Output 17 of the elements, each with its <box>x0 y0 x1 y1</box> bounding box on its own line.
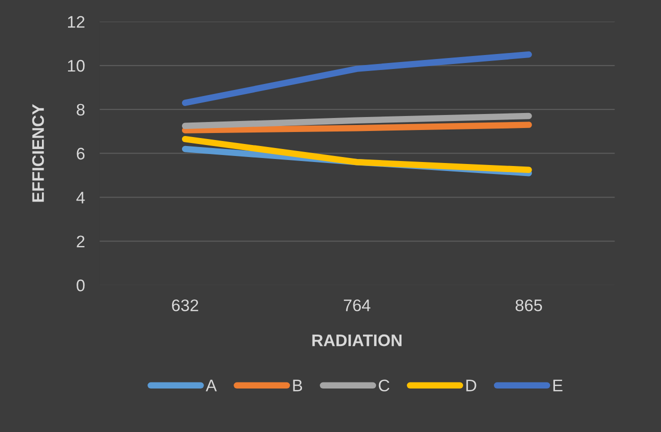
x-tick-label: 632 <box>172 299 198 312</box>
y-tick-label: 0 <box>76 280 85 292</box>
y-axis-title: EFFICIENCY <box>32 104 44 202</box>
y-tick-label: 2 <box>76 236 84 248</box>
x-tick-label: 865 <box>516 299 542 312</box>
y-tick-label: 8 <box>76 104 85 116</box>
legend-label: D <box>466 380 476 392</box>
y-tick-label: 4 <box>76 192 85 204</box>
x-axis-title: RADIATION <box>312 334 402 346</box>
legend-label: A <box>206 380 217 392</box>
legend-label: B <box>293 380 302 392</box>
legend-label: C <box>378 380 390 392</box>
y-tick-label: 6 <box>76 148 85 160</box>
x-tick-label: 764 <box>344 299 370 312</box>
y-tick-label: 10 <box>68 60 85 72</box>
legend-label: E <box>553 380 562 392</box>
y-tick-label: 12 <box>68 16 84 28</box>
